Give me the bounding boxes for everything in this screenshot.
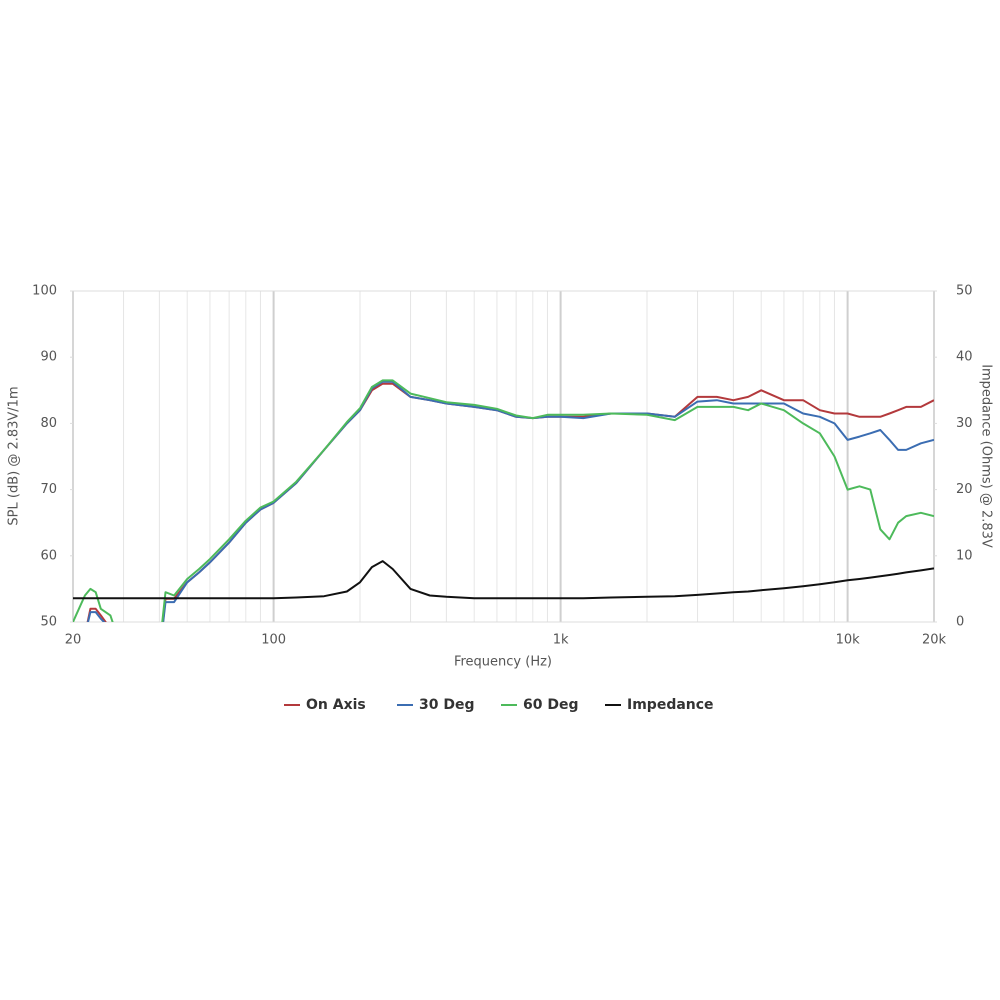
y2-tick-label: 50 [956,284,973,299]
y2-tick-label: 20 [956,482,973,497]
y-axis-title: SPL (dB) @ 2.83V/1m [7,386,22,525]
x-tick-label: 20 [65,633,82,648]
x-tick-label: 10k [836,633,861,648]
series-line [73,560,934,600]
y2-tick-label: 40 [956,350,973,365]
y2-tick-label: 0 [956,615,964,630]
y-tick-label: 90 [40,350,57,365]
y-tick-label: 60 [40,548,57,563]
y-tick-label: 80 [40,416,57,431]
y2-tick-label: 10 [956,548,973,563]
x-tick-label: 1k [553,633,569,648]
y2-axis-title: Impedance (Ohms) @ 2.83V [979,364,994,548]
series-line [87,380,934,622]
x-tick-label: 20k [922,633,947,648]
y-tick-label: 70 [40,482,57,497]
y2-tick-label: 30 [956,416,973,431]
y-tick-label: 50 [40,615,57,630]
plot-border [72,290,935,623]
plot-area [73,379,934,622]
y-tick-label: 100 [32,284,57,299]
x-axis-title: Frequency (Hz) [454,655,552,670]
legend-label: 60 Deg [523,697,579,713]
legend-label: 30 Deg [419,697,475,713]
series-line [73,379,934,622]
legend-label: Impedance [627,697,714,713]
legend-label: On Axis [306,697,366,713]
x-tick-label: 100 [261,633,286,648]
